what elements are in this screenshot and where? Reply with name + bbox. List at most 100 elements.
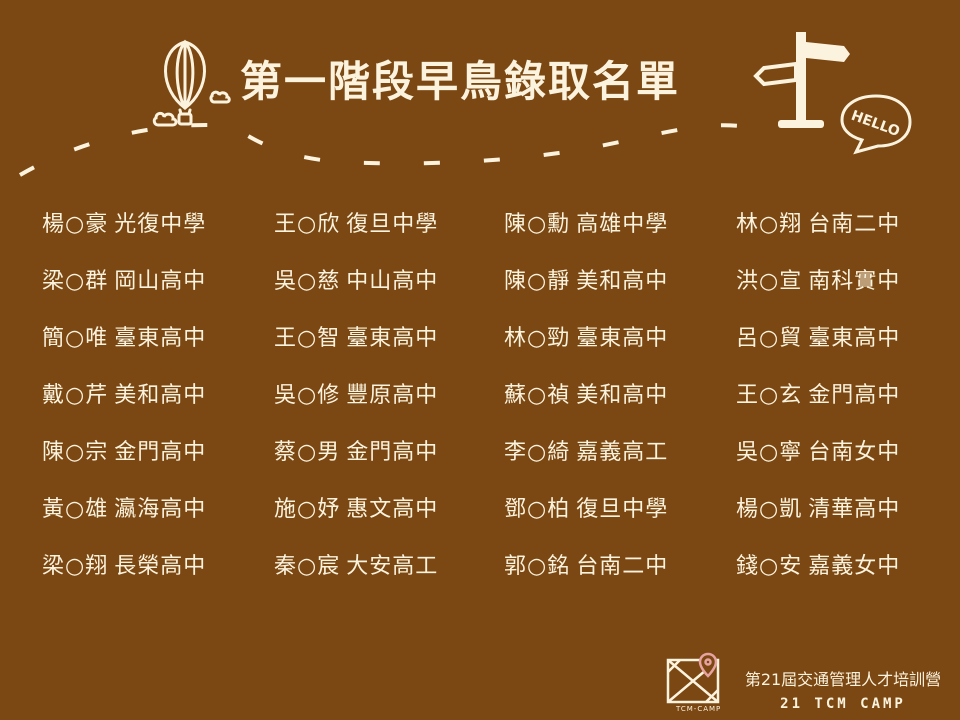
student-name: 王○欣 [274, 212, 341, 237]
list-item: 林○勁 臺東高中 [504, 316, 668, 362]
school-name: 嘉義高工 [576, 440, 669, 465]
student-name: 陳○靜 [504, 269, 571, 294]
name-row: 陳○宗 金門高中 蔡○男 金門高中 李○綺 嘉義高工 吳○寧 台南女中 [42, 430, 942, 487]
list-item: 王○玄 金門高中 [736, 373, 900, 419]
list-item: 陳○宗 金門高中 [42, 430, 206, 476]
camp-name: 第21屆交通管理人才培訓營 [744, 670, 942, 689]
name-row: 簡○唯 臺東高中 王○智 臺東高中 林○勁 臺東高中 呂○貿 臺東高中 [42, 316, 942, 373]
student-name: 陳○勳 [504, 212, 571, 237]
student-name: 吳○修 [274, 383, 341, 408]
school-name: 美和高中 [576, 383, 669, 408]
student-name: 秦○宸 [274, 554, 341, 579]
list-item: 蘇○禎 美和高中 [504, 373, 668, 419]
list-item: 施○妤 惠文高中 [274, 487, 438, 533]
student-name: 洪○宣 [736, 269, 803, 294]
name-row: 梁○群 岡山高中 吳○慈 中山高中 陳○靜 美和高中 洪○宣 南科實中 [42, 259, 942, 316]
list-item: 呂○貿 臺東高中 [736, 316, 900, 362]
school-name: 美和高中 [576, 269, 669, 294]
student-name: 李○綺 [504, 440, 571, 465]
admission-name-list: 楊○豪 光復中學 王○欣 復旦中學 陳○勳 高雄中學 林○翔 台南二中 梁○群 岡山高中 … [42, 202, 942, 602]
student-name: 郭○銘 [504, 554, 571, 579]
list-item: 梁○翔 長榮高中 [42, 544, 206, 590]
student-name: 楊○凱 [736, 497, 803, 522]
school-name: 金門高中 [346, 440, 439, 465]
school-name: 長榮高中 [114, 554, 207, 579]
tcm-camp-logo-icon [666, 652, 720, 704]
dashed-path-decoration [18, 122, 741, 177]
student-name: 林○勁 [504, 326, 571, 351]
school-name: 瀛海高中 [114, 497, 207, 522]
school-name: 臺東高中 [114, 326, 207, 351]
list-item: 王○智 臺東高中 [274, 316, 438, 362]
school-name: 金門高中 [808, 383, 901, 408]
student-name: 吳○慈 [274, 269, 341, 294]
school-name: 惠文高中 [346, 497, 439, 522]
list-item: 錢○安 嘉義女中 [736, 544, 900, 590]
list-item: 林○翔 台南二中 [736, 202, 900, 248]
name-row: 梁○翔 長榮高中 秦○宸 大安高工 郭○銘 台南二中 錢○安 嘉義女中 [42, 544, 942, 601]
list-item: 秦○宸 大安高工 [274, 544, 438, 590]
list-item: 戴○芹 美和高中 [42, 373, 206, 419]
student-name: 蘇○禎 [504, 383, 571, 408]
name-row: 戴○芹 美和高中 吳○修 豐原高中 蘇○禎 美和高中 王○玄 金門高中 [42, 373, 942, 430]
student-name: 楊○豪 [42, 212, 109, 237]
list-item: 鄧○柏 復旦中學 [504, 487, 668, 533]
school-name: 金門高中 [114, 440, 207, 465]
page-title: 第一階段早鳥錄取名單 [240, 57, 681, 106]
list-item: 吳○修 豐原高中 [274, 373, 438, 419]
name-row: 楊○豪 光復中學 王○欣 復旦中學 陳○勳 高雄中學 林○翔 台南二中 [42, 202, 942, 259]
list-item: 吳○寧 台南女中 [736, 430, 900, 476]
student-name: 簡○唯 [42, 326, 109, 351]
list-item: 李○綺 嘉義高工 [504, 430, 668, 476]
name-row: 黃○雄 瀛海高中 施○妤 惠文高中 鄧○柏 復旦中學 楊○凱 清華高中 [42, 487, 942, 544]
school-name: 台南女中 [808, 440, 901, 465]
school-name: 臺東高中 [808, 326, 901, 351]
school-name: 高雄中學 [576, 212, 669, 237]
student-name: 梁○群 [42, 269, 109, 294]
school-name: 台南二中 [808, 212, 901, 237]
student-name: 施○妤 [274, 497, 341, 522]
list-item: 陳○靜 美和高中 [504, 259, 668, 305]
list-item: 郭○銘 台南二中 [504, 544, 668, 590]
student-name: 鄧○柏 [504, 497, 571, 522]
school-name: 台南二中 [576, 554, 669, 579]
student-name: 陳○宗 [42, 440, 109, 465]
school-name: 岡山高中 [114, 269, 207, 294]
student-name: 梁○翔 [42, 554, 109, 579]
student-name: 吳○寧 [736, 440, 803, 465]
list-item: 簡○唯 臺東高中 [42, 316, 206, 362]
school-name: 復旦中學 [346, 212, 439, 237]
school-name: 臺東高中 [576, 326, 669, 351]
school-name: 臺東高中 [346, 326, 439, 351]
student-name: 蔡○男 [274, 440, 341, 465]
signpost-icon [753, 32, 850, 128]
student-name: 黃○雄 [42, 497, 109, 522]
hello-speech-bubble-icon: HELLO [840, 94, 912, 155]
school-name: 清華高中 [808, 497, 901, 522]
list-item: 梁○群 岡山高中 [42, 259, 206, 305]
list-item: 吳○慈 中山高中 [274, 259, 438, 305]
list-item: 王○欣 復旦中學 [274, 202, 438, 248]
list-item: 楊○凱 清華高中 [736, 487, 900, 533]
student-name: 林○翔 [736, 212, 803, 237]
logo-label: TCM-CAMP [676, 705, 722, 713]
student-name: 王○智 [274, 326, 341, 351]
footer-caption: 第21屆交通管理人才培訓營 21 TCM CAMP [733, 668, 953, 716]
hot-air-balloon-icon [152, 39, 231, 127]
list-item: 黃○雄 瀛海高中 [42, 487, 206, 533]
list-item: 楊○豪 光復中學 [42, 202, 206, 248]
student-name: 戴○芹 [42, 383, 109, 408]
school-name: 大安高工 [346, 554, 439, 579]
list-item: 蔡○男 金門高中 [274, 430, 438, 476]
school-name: 南科實中 [808, 269, 901, 294]
list-item: 洪○宣 南科實中 [736, 259, 900, 305]
student-name: 錢○安 [736, 554, 803, 579]
list-item: 陳○勳 高雄中學 [504, 202, 668, 248]
school-name: 復旦中學 [576, 497, 669, 522]
camp-subtitle: 21 TCM CAMP [780, 696, 906, 712]
school-name: 豐原高中 [346, 383, 439, 408]
school-name: 中山高中 [346, 269, 439, 294]
student-name: 呂○貿 [736, 326, 803, 351]
school-name: 光復中學 [114, 212, 207, 237]
student-name: 王○玄 [736, 383, 803, 408]
